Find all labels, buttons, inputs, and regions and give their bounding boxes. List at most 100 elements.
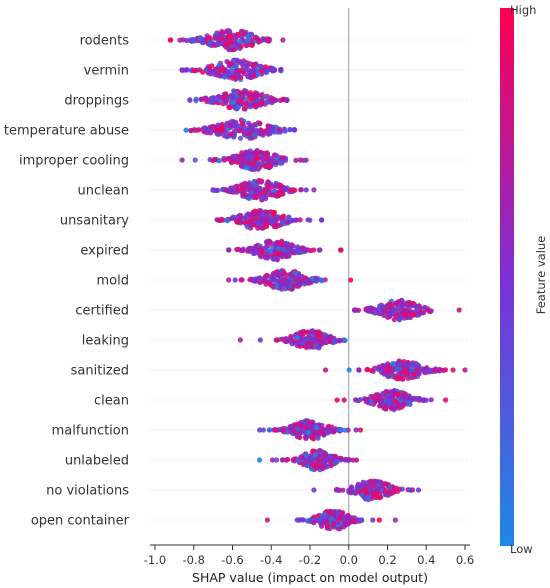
shap-point: [324, 334, 330, 340]
shap-point: [403, 312, 410, 318]
shap-point: [364, 490, 370, 496]
shap-point: [260, 427, 266, 433]
shap-point: [216, 94, 222, 100]
shap-point: [311, 187, 317, 193]
shap-point: [265, 124, 272, 130]
shap-point: [249, 189, 255, 195]
shap-point: [285, 241, 291, 247]
shap-point: [275, 245, 281, 252]
shap-point: [319, 217, 325, 223]
shap-point: [243, 128, 249, 134]
shap-point: [212, 66, 218, 72]
shap-point: [241, 70, 247, 77]
x-tick-label: 0.2: [378, 553, 396, 567]
shap-point: [198, 96, 204, 102]
shap-point: [218, 36, 224, 43]
shap-point: [233, 93, 239, 99]
shap-point: [398, 394, 405, 400]
shap-point: [393, 300, 399, 306]
shap-point: [264, 218, 270, 224]
shap-point: [416, 303, 422, 309]
shap-point: [334, 397, 340, 403]
shap-point: [379, 305, 385, 311]
shap-point: [276, 251, 282, 257]
shap-point: [305, 341, 311, 347]
shap-point: [316, 247, 322, 253]
shap-point: [354, 484, 361, 490]
shap-point: [183, 127, 189, 133]
shap-point: [387, 484, 393, 490]
shap-point: [269, 283, 275, 289]
shap-point: [332, 338, 338, 344]
shap-point: [229, 75, 236, 81]
shap-point: [411, 396, 417, 402]
x-tick-label: -0.2: [299, 553, 321, 567]
shap-point: [359, 491, 365, 498]
shap-point: [241, 31, 247, 37]
shap-point: [377, 399, 384, 405]
shap-point: [247, 74, 253, 80]
shap-point: [334, 486, 340, 493]
shap-point: [205, 126, 211, 132]
shap-point: [249, 277, 255, 283]
shap-point: [307, 217, 313, 223]
shap-point: [265, 184, 271, 190]
shap-point: [243, 100, 249, 106]
shap-point: [320, 513, 326, 519]
shap-point: [319, 340, 325, 346]
shap-point: [270, 210, 276, 216]
shap-point: [256, 275, 262, 281]
shap-point: [226, 247, 232, 253]
shap-point: [368, 368, 375, 374]
shap-point: [233, 63, 239, 69]
shap-point: [367, 479, 374, 485]
shap-point: [311, 487, 317, 493]
shap-point: [192, 68, 198, 74]
shap-point: [237, 135, 244, 141]
shap-point: [231, 158, 237, 164]
shap-point: [303, 187, 309, 193]
shap-point: [167, 37, 174, 43]
feature-label: unclean: [78, 184, 129, 199]
shap-point: [348, 490, 354, 496]
shap-point: [259, 154, 265, 161]
shap-point: [341, 397, 347, 403]
shap-point: [294, 335, 300, 341]
shap-point: [396, 361, 403, 367]
shap-point: [386, 303, 392, 309]
shap-point: [407, 301, 413, 307]
shap-point: [377, 495, 383, 501]
shap-point: [244, 212, 250, 218]
shap-point: [416, 371, 422, 377]
shap-point: [298, 249, 304, 255]
shap-point: [244, 66, 250, 72]
shap-point: [187, 97, 193, 103]
shap-point: [216, 41, 222, 48]
shap-point: [303, 329, 309, 335]
feature-label: malfunction: [52, 424, 129, 439]
shap-point: [209, 69, 215, 75]
shap-point: [249, 153, 255, 159]
shap-point: [247, 122, 254, 128]
shap-point: [292, 217, 298, 223]
shap-point: [285, 279, 291, 285]
shap-point: [365, 366, 371, 373]
shap-point: [293, 157, 299, 163]
shap-point: [264, 250, 270, 256]
shap-point: [414, 362, 420, 368]
shap-point: [421, 397, 427, 403]
shap-point: [264, 209, 270, 215]
shap-point: [255, 160, 261, 166]
shap-point: [261, 188, 267, 194]
shap-point: [383, 366, 389, 372]
shap-point: [287, 338, 293, 344]
shap-point: [254, 93, 260, 99]
shap-point: [227, 123, 233, 129]
shap-point: [243, 42, 249, 49]
shap-point: [254, 35, 260, 41]
shap-point: [359, 482, 365, 488]
shap-point: [280, 37, 286, 43]
shap-point: [248, 222, 254, 228]
shap-point: [228, 34, 234, 40]
shap-point: [384, 489, 390, 495]
